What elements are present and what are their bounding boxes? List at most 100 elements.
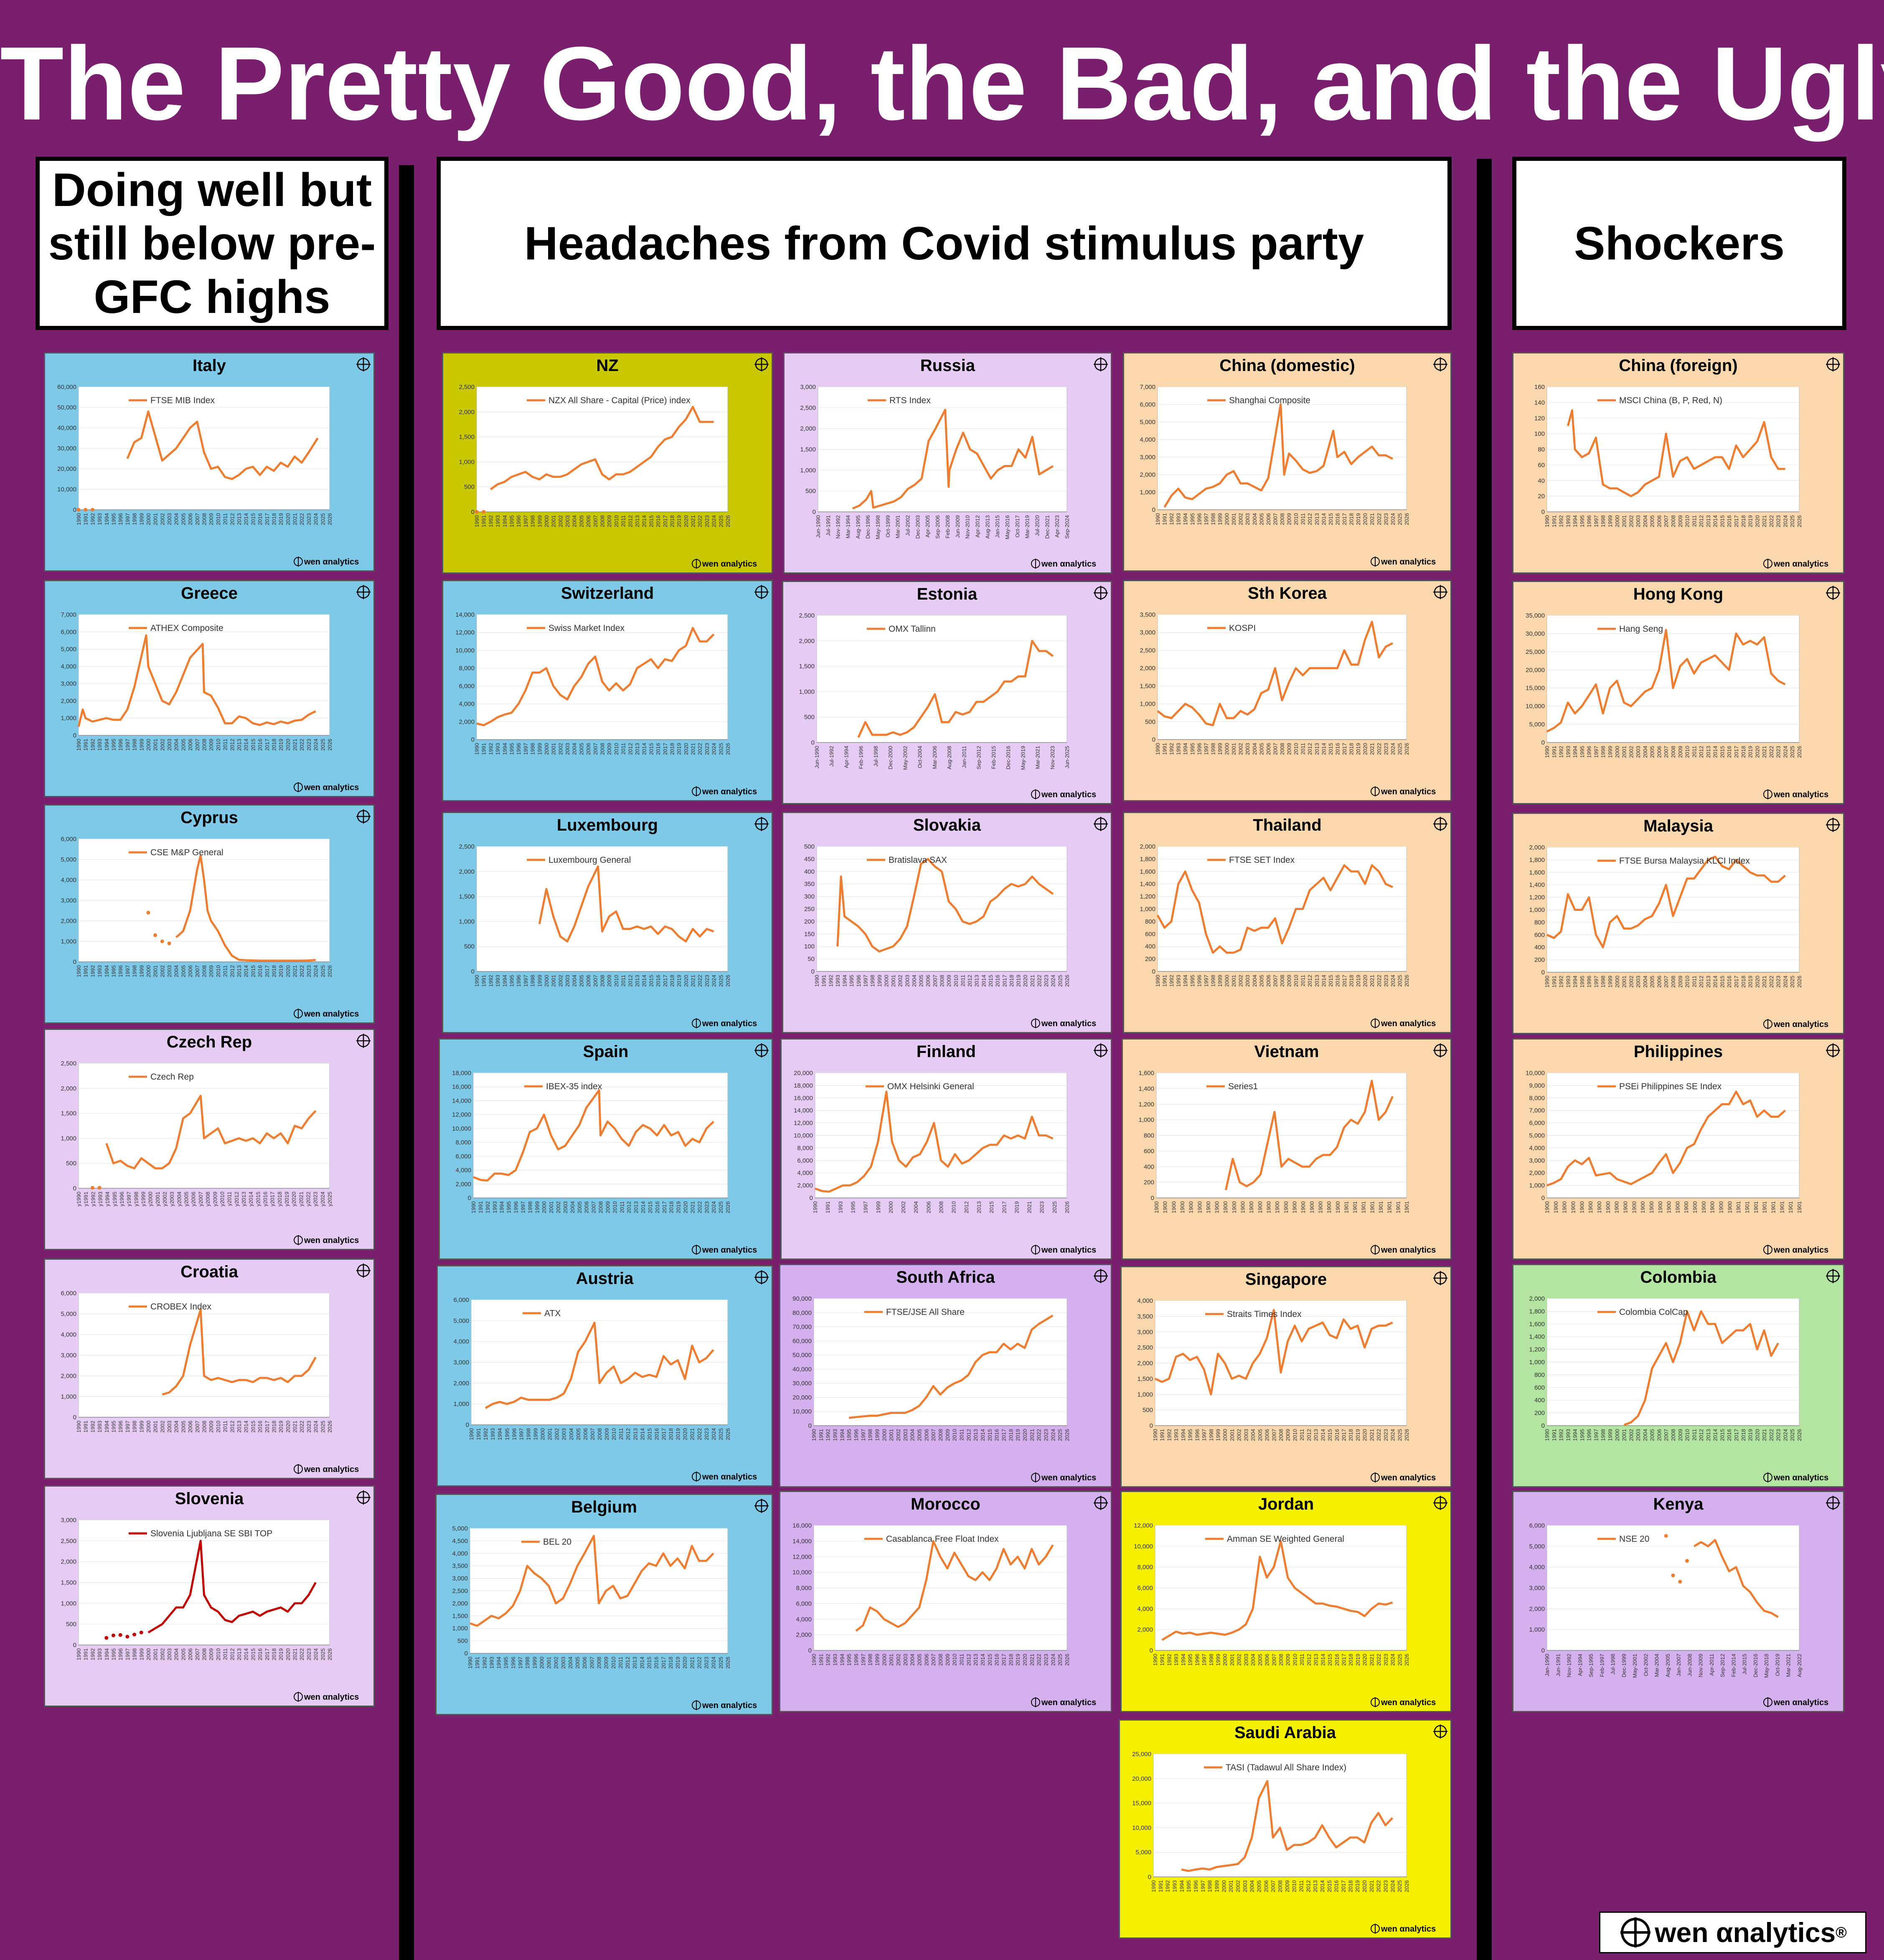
x-tick-label: 2006 — [187, 965, 193, 977]
x-tick-label: 1991 — [83, 1648, 89, 1660]
x-tick-label: 2003 — [166, 1648, 173, 1660]
x-tick-label: 1992 — [825, 1429, 831, 1441]
crosshair-icon — [356, 357, 371, 371]
x-tick-label: 2020 — [1754, 746, 1760, 758]
x-tick-label: 2023 — [1775, 746, 1782, 758]
x-tick-label: 2012 — [625, 1657, 631, 1669]
y-tick-label: 600 — [1534, 931, 1545, 938]
x-tick-label: 2026 — [327, 739, 333, 751]
y-tick-label: 10,000 — [792, 1569, 812, 1576]
y-tick-label: 1,000 — [800, 467, 816, 474]
crosshair-icon — [1094, 1269, 1108, 1283]
x-tick-label: 1992 — [1168, 975, 1175, 987]
x-tick-label: 2002 — [895, 1654, 901, 1666]
x-tick-label: 2001 — [1231, 743, 1237, 755]
y-tick-label: 8,000 — [459, 665, 475, 672]
chart-card-colombia: Colombia 0 200 400 600 800 1,000 1,200 1,400 1,60… — [1512, 1264, 1844, 1487]
x-tick-label: 1999 — [138, 965, 145, 977]
y-tick-label: 400 — [1144, 1163, 1154, 1170]
x-tick-label: May-2016 — [1004, 515, 1011, 539]
x-tick-label: 1996 — [117, 739, 124, 751]
chart-title: Russia — [920, 356, 975, 375]
x-tick-label: 1991 — [481, 515, 487, 527]
x-tick-label: 2017 — [264, 739, 270, 751]
x-tick-label: 2007 — [589, 1657, 595, 1669]
x-tick-label: 2012 — [967, 975, 973, 987]
x-tick-label: 1990 — [76, 965, 82, 977]
x-tick-label: 2018 — [271, 513, 277, 525]
x-tick-label: y1999 — [140, 1192, 147, 1206]
x-tick-label: 2014 — [641, 515, 647, 527]
y-tick-label: 600 — [1534, 1384, 1545, 1391]
x-tick-label: 1901 — [1378, 1201, 1384, 1213]
y-tick-label: 4,000 — [61, 1331, 76, 1338]
chart-card-nz: NZ 0 500 1,000 1,500 2,000 2,500 1990 1991 1992 19… — [442, 352, 773, 574]
x-tick-label: 2017 — [1733, 976, 1739, 988]
legend-label: Colombia ColCap — [1619, 1307, 1688, 1317]
x-tick-label: 2013 — [632, 1428, 638, 1440]
x-tick-label: 2001 — [152, 513, 159, 525]
x-tick-label: 2024 — [711, 743, 717, 755]
x-tick-label: 1994 — [104, 965, 110, 977]
x-tick-label: 2007 — [930, 1429, 937, 1441]
x-tick-label: 2022 — [1376, 513, 1382, 525]
y-tick-label: 2,000 — [1529, 1169, 1545, 1177]
x-tick-label: 2022 — [1376, 743, 1382, 755]
x-tick-label: 1993 — [96, 965, 103, 977]
x-tick-label: 1997 — [1201, 1429, 1207, 1441]
x-tick-label: 1999 — [1607, 1429, 1613, 1441]
x-tick-label: 2018 — [271, 965, 277, 977]
x-tick-label: y2011 — [226, 1192, 233, 1206]
series-line — [105, 1095, 317, 1169]
x-tick-label: 2012 — [229, 739, 235, 751]
crosshair-icon — [1433, 585, 1447, 599]
card-logo-text: wen αnalytics — [702, 1019, 757, 1028]
x-tick-label: 2016 — [655, 743, 661, 755]
crosshair-icon — [1826, 1269, 1840, 1283]
x-tick-label: 2024 — [1782, 515, 1788, 527]
x-tick-label: 2016 — [1726, 515, 1732, 527]
chart-title: South Africa — [896, 1268, 995, 1286]
x-tick-label: 2018 — [1740, 515, 1747, 527]
legend-label: Luxembourg General — [548, 855, 631, 865]
x-tick-label: 1993 — [490, 1428, 496, 1440]
chart-title: Austria — [576, 1269, 634, 1288]
x-tick-label: 1998 — [132, 1648, 138, 1660]
x-tick-label: Nov-2023 — [1049, 746, 1056, 769]
x-tick-label: 2011 — [1300, 975, 1306, 986]
y-tick-label: 2,500 — [1137, 1344, 1153, 1351]
x-tick-label: 2013 — [236, 1421, 242, 1433]
x-tick-label: 2010 — [1292, 1429, 1298, 1441]
x-tick-label: 2010 — [1293, 975, 1299, 987]
chart-title: Malaysia — [1643, 817, 1714, 835]
x-tick-label: 2014 — [1712, 515, 1719, 527]
x-tick-label: 1993 — [1173, 1654, 1179, 1666]
x-tick-label: 2021 — [292, 513, 298, 525]
card-logo-text: wen αnalytics — [304, 1009, 359, 1019]
chart-card-china-foreign: China (foreign) 0 20 40 60 80 100 120 140 160 1990… — [1512, 352, 1844, 574]
x-tick-label: 1996 — [513, 1201, 519, 1213]
x-tick-label: 2009 — [1286, 975, 1292, 987]
x-tick-label: 1900 — [1153, 1201, 1160, 1213]
logo-text: wen αnalytics — [1655, 1917, 1836, 1948]
x-tick-label: 2010 — [1684, 1429, 1691, 1441]
y-tick-label: 5,000 — [1529, 1543, 1545, 1550]
x-tick-label: 2022 — [1376, 1429, 1382, 1441]
chart-card-estonia: Estonia 0 500 1,000 1,500 2,000 2,500 Jun-1990 J… — [782, 581, 1112, 804]
x-tick-label: 1993 — [495, 515, 501, 527]
x-tick-label: 2026 — [327, 1421, 333, 1433]
card-logo: wen αnalytics — [1371, 1472, 1436, 1482]
card-logo: wen αnalytics — [692, 1700, 757, 1710]
card-logo: wen αnalytics — [294, 782, 359, 792]
x-tick-label: 2004 — [1250, 1654, 1256, 1666]
x-tick-label: 2011 — [960, 975, 966, 986]
card-logo: wen αnalytics — [1763, 789, 1828, 799]
x-tick-label: 2018 — [1740, 976, 1747, 988]
x-tick-label: 2006 — [923, 1429, 929, 1441]
x-tick-label: 2000 — [881, 1654, 887, 1666]
y-tick-label: 0 — [73, 1642, 76, 1649]
x-tick-label: 2025 — [1396, 975, 1403, 987]
x-tick-label: 2005 — [1649, 1429, 1655, 1441]
x-tick-label: 1996 — [1196, 513, 1202, 525]
chart-title: Finland — [917, 1042, 976, 1061]
